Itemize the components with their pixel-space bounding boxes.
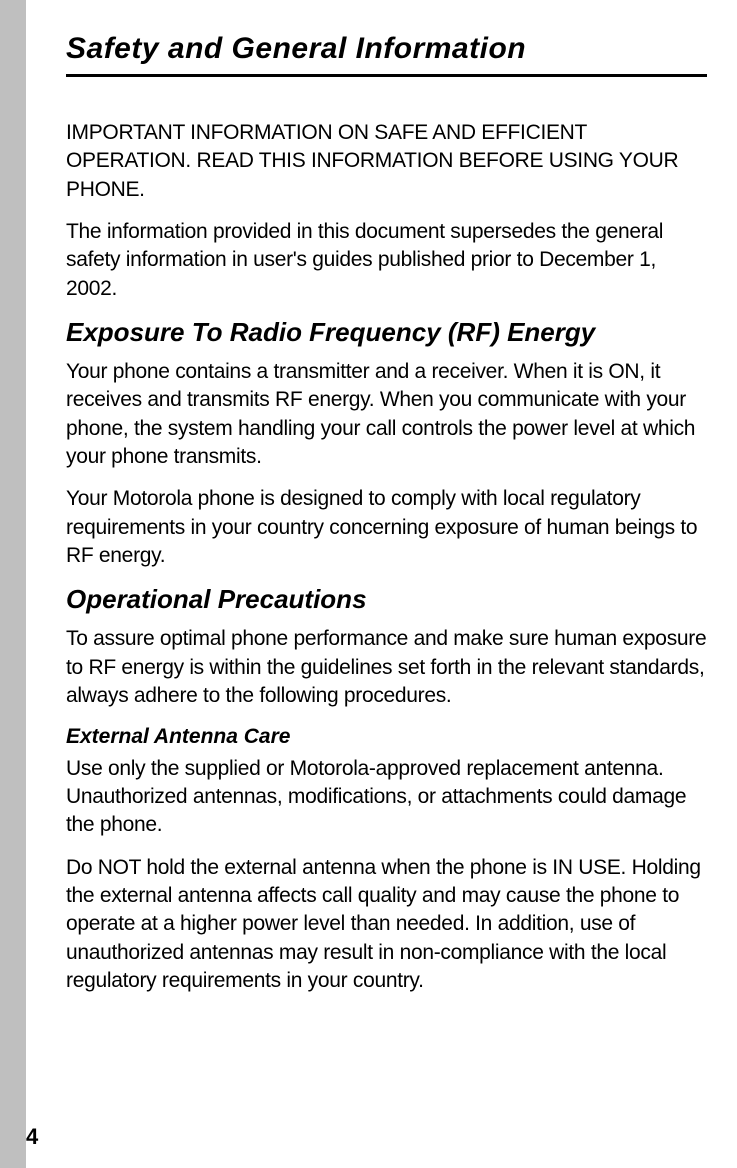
page-number: 4 [26,1124,38,1150]
intro-important: IMPORTANT INFORMATION ON SAFE AND EFFICI… [66,119,707,204]
title-underline [66,74,707,77]
operational-para1: To assure optimal phone performance and … [66,625,707,710]
content-area: Safety and General Information IMPORTANT… [26,0,737,1168]
intro-supersede: The information provided in this documen… [66,218,707,303]
chapter-title: Safety and General Information [66,32,707,66]
rf-energy-para1: Your phone contains a transmitter and a … [66,358,707,471]
antenna-para1: Use only the supplied or Motorola-approv… [66,755,707,840]
antenna-para2: Do NOT hold the external antenna when th… [66,854,707,996]
rf-energy-para2: Your Motorola phone is designed to compl… [66,485,707,570]
page: Safety and General Information IMPORTANT… [0,0,737,1168]
section-heading-rf-energy: Exposure To Radio Frequency (RF) Energy [66,317,707,348]
left-margin-bar [0,0,26,1168]
section-heading-operational: Operational Precautions [66,584,707,615]
subsection-heading-antenna: External Antenna Care [66,725,707,749]
